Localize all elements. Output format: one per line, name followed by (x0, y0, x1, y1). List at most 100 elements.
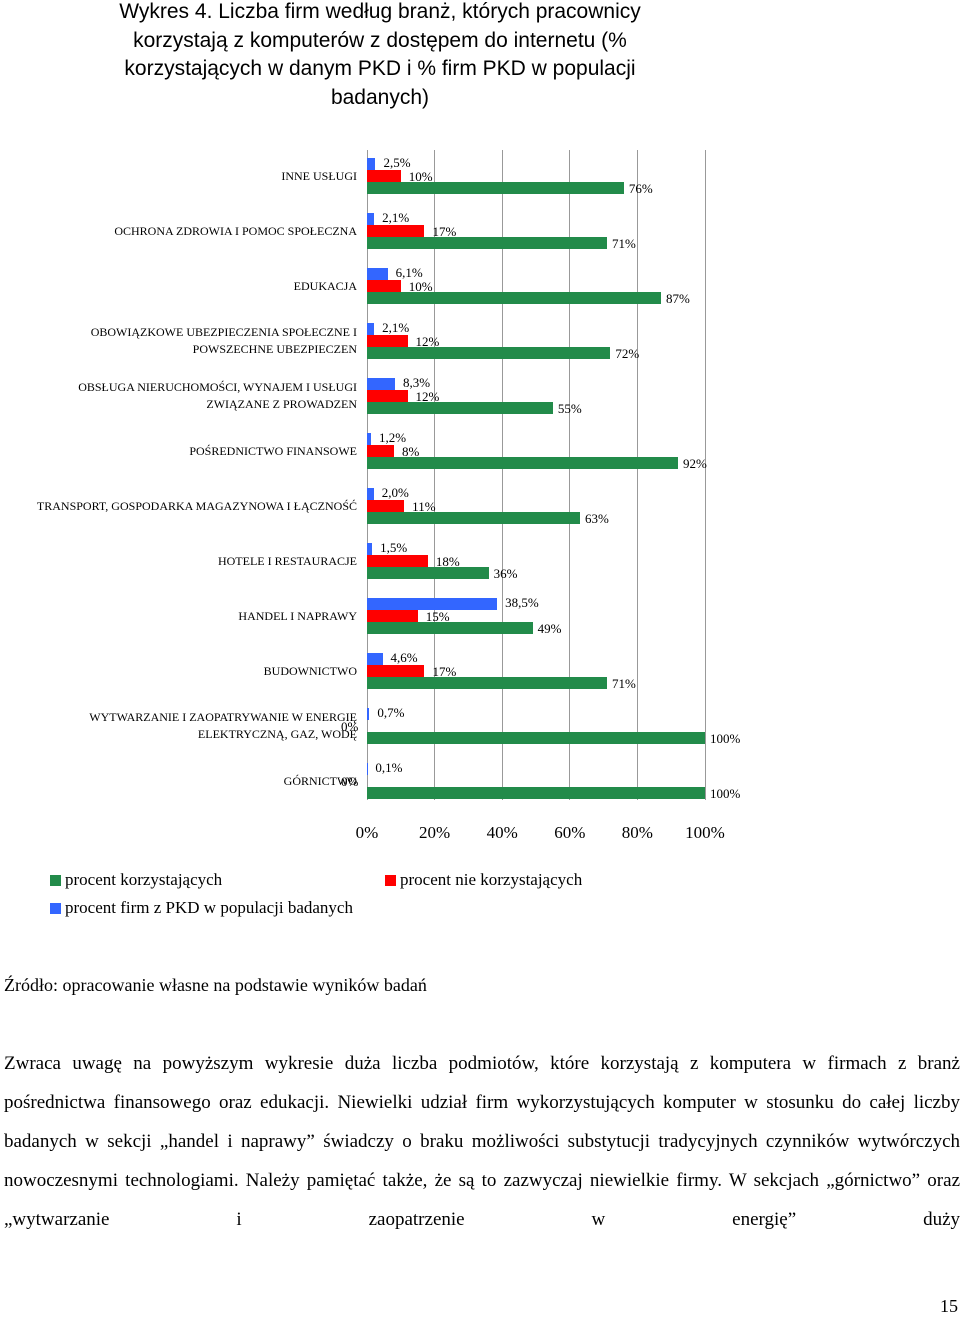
bar (367, 500, 405, 512)
grid-line (366, 150, 368, 800)
value-label: 71% (611, 676, 636, 691)
bar (367, 610, 418, 622)
legend-label: procent korzystających (65, 870, 223, 889)
page-number: 15 (940, 1296, 958, 1316)
value-label: 72% (615, 346, 640, 361)
value-label: 0,1% (375, 760, 403, 775)
bar (367, 170, 401, 182)
category-label: GÓRNICTWO (283, 773, 357, 788)
x-tick-label: 0% (355, 823, 379, 842)
x-tick-label: 40% (486, 823, 518, 842)
value-label: 8,3% (403, 375, 431, 390)
value-label: 2,1% (382, 320, 410, 335)
x-tick-label: 60% (554, 823, 586, 842)
x-tick-label: 20% (419, 823, 451, 842)
value-label: 12% (415, 334, 440, 349)
bar (367, 225, 425, 237)
value-label: 0,7% (377, 705, 405, 720)
value-label: 49% (537, 621, 562, 636)
bar (367, 457, 678, 469)
bar (367, 347, 611, 359)
value-label: 4,6% (390, 650, 418, 665)
bar (367, 280, 401, 292)
x-tick-label: 100% (685, 823, 725, 842)
legend-label: procent firm z PKD w populacji badanych (65, 898, 353, 917)
category-label: HOTELE I RESTAURACJE (217, 553, 357, 568)
value-label: 1,5% (380, 540, 408, 555)
grid-line (636, 150, 638, 800)
value-label: 6,1% (395, 265, 423, 280)
legend-swatch (50, 903, 61, 914)
value-label: 10% (408, 169, 433, 184)
category-label: OBSŁUGA NIERUCHOMOŚCI, WYNAJEM I USŁUGI … (78, 380, 357, 411)
bar (367, 598, 498, 610)
value-label: 76% (628, 181, 653, 196)
bar (367, 402, 553, 414)
value-label: 1,2% (379, 430, 407, 445)
value-label: 18% (435, 554, 460, 569)
grid-line (704, 150, 706, 800)
bar (367, 237, 607, 249)
bar (367, 732, 705, 744)
bar (367, 677, 607, 689)
value-label: 17% (432, 664, 457, 679)
bar (367, 182, 624, 194)
value-label: 63% (584, 511, 609, 526)
category-label: WYTWARZANIE I ZAOPATRYWANIE W ENERGIĘ EL… (89, 710, 357, 741)
category-label: TRANSPORT, GOSPODARKA MAGAZYNOWA I ŁĄCZN… (36, 498, 357, 513)
chart-title: Wykres 4. Liczba firm według branż, któr… (119, 0, 641, 109)
legend-label: procent nie korzystających (400, 870, 583, 889)
category-label: OBOWIĄZKOWE UBEZPIECZENIA SPOŁECZNE I PO… (90, 325, 357, 356)
source: Źródło: opracowanie własne na podstawie … (4, 975, 427, 995)
value-label: 100% (710, 786, 741, 801)
value-label: 71% (611, 236, 636, 251)
grid-line (501, 150, 503, 800)
value-label: 87% (666, 291, 690, 306)
bar (367, 567, 489, 579)
chart: 0% 20% 40% 60% 80% 100% INNE USŁUGI 2,5% 10% 76% O… (36, 150, 741, 917)
category-label: INNE USŁUGI (281, 168, 357, 183)
bar (367, 292, 662, 304)
bar (367, 335, 408, 347)
category-label: HANDEL I NAPRAWY (238, 608, 357, 623)
category-label: POŚREDNICTWO FINANSOWE (189, 443, 357, 458)
bar (367, 787, 705, 799)
category-label: OCHRONA ZDROWIA I POMOC SPOŁECZNA (114, 223, 357, 238)
value-label: 17% (432, 224, 457, 239)
paragraph: Zwraca uwagę na powyższym wykresie duża … (4, 1053, 960, 1230)
value-label: 38,5% (505, 595, 539, 610)
bar (367, 433, 372, 445)
value-label: 11% (412, 499, 436, 514)
value-label: 12% (415, 389, 440, 404)
bar (367, 378, 396, 390)
bar (367, 390, 408, 402)
grid-line (434, 150, 436, 800)
x-tick-label: 80% (621, 823, 653, 842)
category-label: BUDOWNICTWO (263, 663, 357, 678)
bar (367, 665, 425, 677)
value-label: 15% (425, 609, 450, 624)
legend-swatch (50, 875, 61, 886)
bar (367, 512, 580, 524)
bar (367, 653, 383, 665)
grid-line (569, 150, 571, 800)
bar (367, 555, 428, 567)
value-label: 100% (710, 731, 741, 746)
value-label: 0% (341, 774, 359, 789)
bar (367, 268, 388, 280)
legend-swatch (385, 875, 396, 886)
bar (367, 488, 374, 500)
bar (367, 708, 370, 720)
value-label: 36% (493, 566, 518, 581)
value-label: 55% (557, 401, 582, 416)
value-label: 92% (682, 456, 707, 471)
value-label: 2,5% (383, 155, 411, 170)
category-label: EDUKACJA (293, 278, 357, 293)
value-label: 0% (341, 719, 359, 734)
bar (367, 445, 395, 457)
bar (367, 158, 376, 170)
bar (367, 543, 373, 555)
value-label: 2,1% (382, 210, 410, 225)
bar (367, 213, 375, 225)
value-label: 8% (402, 444, 420, 459)
